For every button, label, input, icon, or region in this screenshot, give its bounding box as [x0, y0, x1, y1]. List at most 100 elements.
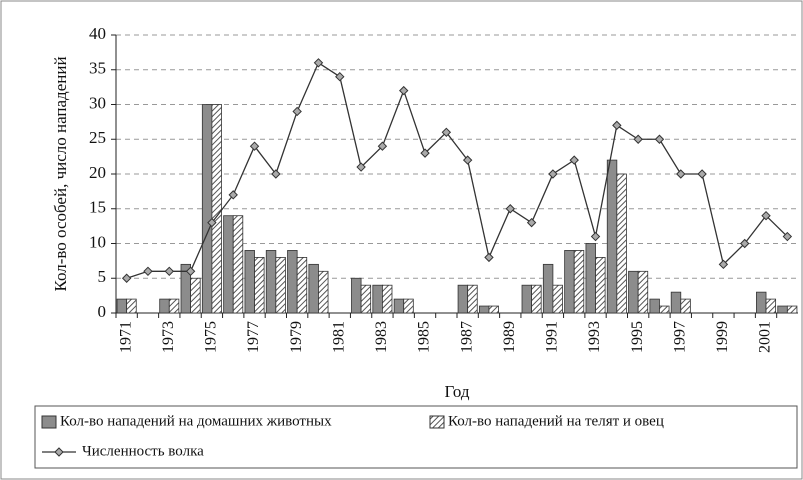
bar: [116, 298, 128, 314]
line-marker: [356, 162, 366, 172]
bar: [275, 256, 286, 314]
legend-box: [34, 405, 798, 469]
line-marker: [143, 266, 153, 277]
bar: [564, 250, 575, 314]
legend-label: Численность волка: [82, 443, 204, 459]
line-marker: [782, 231, 793, 242]
x-tick-label: 1983: [373, 321, 390, 353]
bar: [628, 270, 639, 314]
x-tick-label: 1975: [203, 321, 220, 353]
line-marker: [505, 204, 515, 214]
bar: [585, 243, 596, 314]
line-marker: [740, 238, 750, 249]
bar: [531, 284, 542, 314]
bar: [168, 298, 180, 314]
bar: [659, 305, 670, 314]
bar: [595, 256, 606, 314]
bar: [318, 270, 329, 314]
line-marker: [271, 169, 281, 179]
x-tick-label: 1997: [671, 321, 688, 353]
bar: [351, 277, 362, 314]
bar: [637, 270, 649, 314]
y-tick-label: 35: [89, 59, 106, 78]
bar: [606, 159, 618, 314]
line-marker: [548, 169, 558, 179]
line-marker: [420, 148, 430, 158]
legend-marker: [54, 447, 64, 457]
bar: [372, 284, 383, 314]
bar: [360, 284, 372, 314]
bar: [478, 305, 490, 314]
legend-swatch: [41, 415, 57, 429]
bar: [756, 291, 767, 314]
x-tick-label: 1981: [330, 321, 347, 353]
legend-swatch: [429, 415, 445, 429]
bar: [159, 298, 170, 314]
bar: [190, 277, 201, 314]
x-axis-label: Год: [445, 382, 470, 401]
line-marker: [249, 141, 260, 151]
y-tick-label: 25: [89, 128, 106, 147]
line-marker: [654, 134, 665, 144]
line-marker: [292, 106, 302, 117]
line-marker: [676, 169, 686, 179]
line-marker: [185, 266, 196, 277]
bar: [393, 298, 405, 314]
bar: [265, 250, 277, 314]
line-marker: [761, 210, 771, 221]
bar: [211, 104, 222, 314]
bar: [467, 284, 478, 314]
bar: [254, 256, 265, 314]
bar: [308, 263, 319, 314]
x-tick-label: 1973: [160, 321, 177, 353]
line-marker: [484, 252, 494, 263]
line-marker: [399, 85, 409, 96]
y-tick-label: 10: [89, 232, 106, 251]
x-tick-label: 1977: [245, 321, 262, 353]
y-axis-label: Кол-во особей, число нападений: [51, 56, 70, 291]
x-tick-label: 1979: [288, 321, 305, 353]
bar: [573, 250, 585, 314]
x-tick-label: 1995: [629, 321, 646, 353]
y-tick-label: 20: [89, 163, 106, 182]
x-tick-label: 1985: [416, 321, 433, 353]
bar: [521, 284, 532, 314]
bar: [670, 291, 682, 314]
line-marker: [228, 190, 238, 200]
x-tick-label: 1987: [458, 321, 475, 353]
line-marker: [526, 217, 537, 228]
legend-label: Кол-во нападений на домашних животных: [60, 413, 332, 429]
x-tick-label: 1993: [586, 321, 603, 353]
y-tick-label: 30: [89, 93, 106, 112]
line-marker: [633, 134, 643, 144]
y-tick-label: 15: [89, 198, 106, 217]
y-tick-label: 0: [98, 302, 107, 321]
line-marker: [121, 273, 132, 283]
x-tick-label: 1999: [714, 321, 731, 353]
line-marker: [441, 127, 452, 138]
bar: [223, 215, 234, 314]
y-tick-label: 5: [98, 267, 107, 286]
bar: [126, 298, 137, 314]
bar: [680, 298, 691, 314]
line-marker: [569, 155, 579, 165]
bar: [287, 250, 298, 314]
bar: [488, 305, 499, 314]
bar: [403, 298, 414, 314]
line-marker: [612, 120, 622, 131]
line-marker: [718, 259, 729, 270]
y-tick-label: 40: [89, 24, 106, 43]
line-marker: [164, 266, 174, 277]
bar: [382, 284, 393, 314]
line-marker: [697, 169, 707, 179]
line-marker: [462, 155, 473, 165]
line-series: [126, 61, 788, 279]
bar: [777, 305, 788, 314]
x-tick-label: 1971: [117, 321, 134, 353]
bar: [457, 284, 469, 314]
line-marker: [335, 71, 345, 82]
line-marker: [590, 231, 601, 242]
x-tick-label: 2001: [757, 321, 774, 353]
bar: [765, 298, 777, 314]
